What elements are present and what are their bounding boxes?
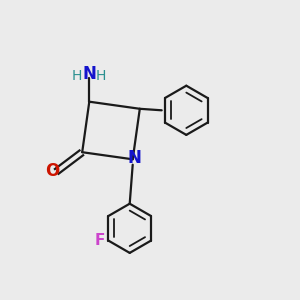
Text: N: N <box>127 149 141 167</box>
Text: H: H <box>72 69 83 83</box>
Text: H: H <box>96 69 106 83</box>
Text: N: N <box>82 65 96 83</box>
Text: O: O <box>45 163 59 181</box>
Text: F: F <box>95 233 105 248</box>
